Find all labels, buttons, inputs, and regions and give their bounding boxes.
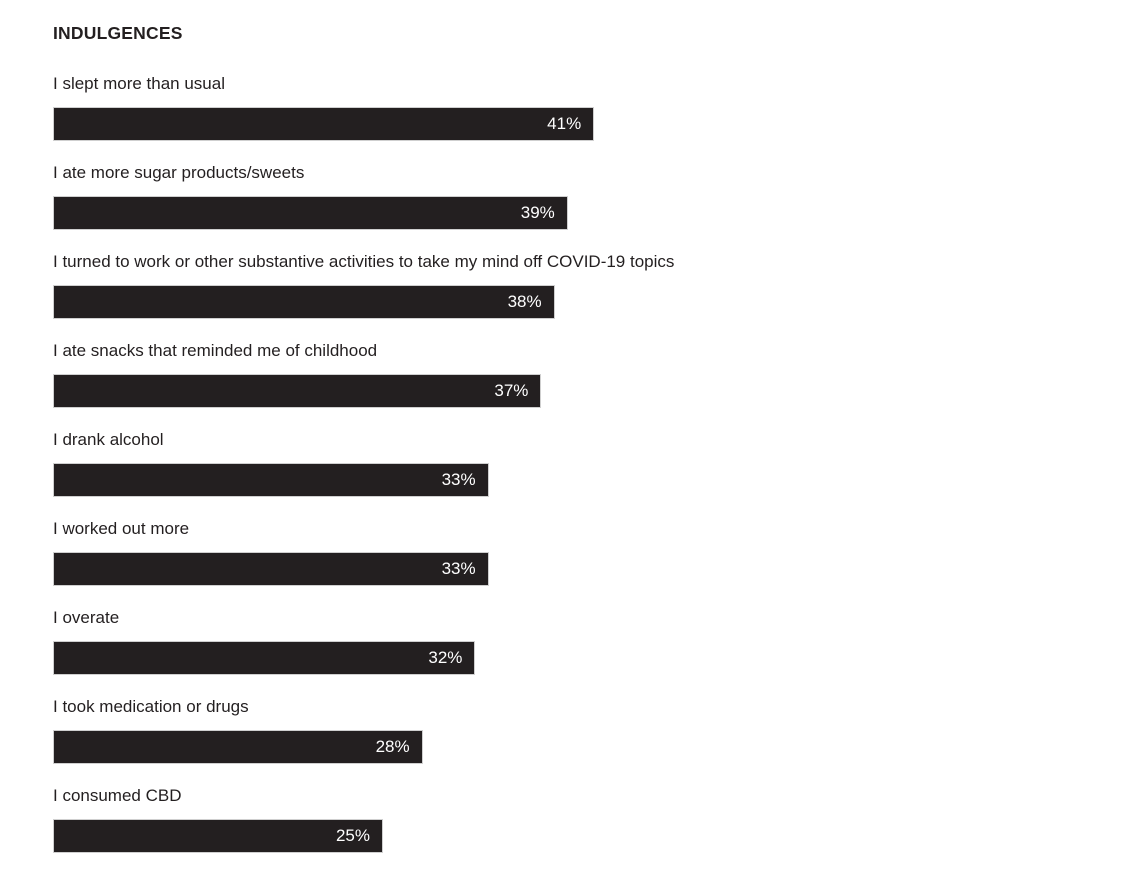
bar-value-label: 33% [441, 470, 476, 489]
bar-value-label: 25% [335, 826, 370, 845]
bar: 33% [53, 463, 489, 497]
bar-category-label: I ate snacks that reminded me of childho… [53, 341, 378, 360]
bar: 41% [53, 107, 595, 141]
bar: 32% [53, 641, 476, 675]
bar-row: I drank alcohol 33% [53, 430, 1071, 497]
bar-row: I ate more sugar products/sweets 39% [53, 163, 1071, 230]
bar-value-label: 38% [507, 292, 542, 311]
bar-value-label: 37% [494, 381, 529, 400]
bar-category-label: I turned to work or other substantive ac… [53, 252, 675, 271]
bar-row: I consumed CBD 25% [53, 786, 1071, 853]
bar-row: I worked out more 33% [53, 519, 1071, 586]
bar-row: I slept more than usual 41% [53, 74, 1071, 141]
bar-row: I turned to work or other substantive ac… [53, 252, 1071, 319]
bar-category-label: I drank alcohol [53, 430, 164, 449]
bar: 39% [53, 196, 568, 230]
bar-chart: I slept more than usual 41% I ate more sug… [53, 74, 1071, 853]
bar-value-label: 28% [375, 737, 410, 756]
bar-value-label: 32% [428, 648, 463, 667]
bar: 25% [53, 819, 383, 853]
bar-value-label: 33% [441, 559, 476, 578]
bar-category-label: I ate more sugar products/sweets [53, 163, 305, 182]
bar-value-label: 39% [520, 203, 555, 222]
bar-value-label: 41% [547, 114, 582, 133]
bar: 28% [53, 730, 423, 764]
bar-row: I took medication or drugs 28% [53, 697, 1071, 764]
bar-category-label: I slept more than usual [53, 74, 225, 93]
bar-row: I overate 32% [53, 608, 1071, 675]
bar-category-label: I overate [53, 608, 120, 627]
bar-category-label: I worked out more [53, 519, 190, 538]
bar: 37% [53, 374, 542, 408]
bar-category-label: I consumed CBD [53, 786, 182, 805]
bar-category-label: I took medication or drugs [53, 697, 249, 716]
chart-title: INDULGENCES [53, 23, 183, 43]
bar-row: I ate snacks that reminded me of childho… [53, 341, 1071, 408]
bar: 33% [53, 552, 489, 586]
bar: 38% [53, 285, 555, 319]
